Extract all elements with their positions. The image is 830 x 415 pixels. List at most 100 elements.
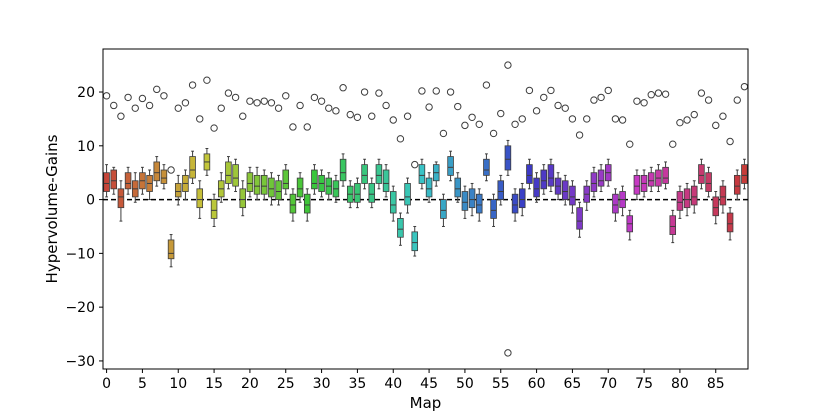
box [167,239,175,260]
outlier-point [181,99,190,107]
box [311,169,318,190]
box [260,174,268,195]
outlier-point [590,96,598,104]
box [289,193,297,214]
box-group-23 [267,99,276,206]
outlier-point [224,89,233,97]
x-tick-label: 30 [313,376,331,392]
box-group-53 [482,81,491,182]
box [440,199,447,219]
y-tick-label: 20 [77,85,95,101]
box [275,180,282,200]
outlier-point [253,99,261,107]
box-group-29 [310,93,319,195]
outlier-point [274,104,283,112]
outlier-point [368,112,376,120]
box [303,193,311,214]
outlier-point [310,93,319,102]
box-group-24 [274,104,283,206]
axes-frame [102,48,749,370]
box [268,177,275,198]
box-group-10 [174,104,182,206]
y-axis-ticks: −30 −20 −10 0 10 20 [65,85,103,370]
x-tick-label: 15 [205,376,223,392]
outlier-point [425,103,433,111]
box [189,156,196,179]
box-group-77 [654,89,663,193]
outlier-point [246,97,254,105]
box-group-1 [110,101,118,195]
box-group-87 [726,137,734,241]
outlier-point [188,81,197,89]
outlier-point [561,104,569,112]
outlier-point [489,129,498,138]
box [382,169,390,192]
box-group-78 [661,90,670,190]
outlier-point [360,88,369,96]
box-group-15 [210,124,218,227]
box [647,172,655,187]
outlier-point [411,160,419,169]
box-group-18 [231,93,240,193]
box-group-42 [403,112,412,214]
box [354,183,361,203]
box [590,172,598,192]
box-group-47 [439,129,448,227]
box-group-39 [382,101,390,198]
outlier-point [325,104,333,112]
box-group-11 [181,99,190,201]
x-tick-label: 50 [456,376,474,392]
outlier-point [131,104,139,112]
box-group-5 [138,94,147,195]
box-group-43 [411,160,419,257]
box-group-30 [317,97,326,198]
box [468,188,476,209]
y-tick-label: −10 [65,246,95,262]
box-group-16 [217,104,225,203]
x-tick-label: 70 [599,376,617,392]
outlier-point [260,97,268,105]
box-group-48 [446,88,455,182]
outlier-point [475,120,483,128]
outlier-point [726,137,734,146]
box [153,161,161,182]
outlier-point [389,116,397,124]
box-group-31 [325,104,333,201]
box-group-6 [145,101,154,201]
x-axis-ticks: 0 5 10 15 20 25 30 35 40 45 50 55 60 65 70 75 80 85 [102,369,725,392]
outlier-point [396,135,405,143]
box-group-62 [547,86,555,193]
box [612,193,619,214]
box [741,164,748,184]
x-tick-label: 55 [492,376,510,392]
outlier-point [167,166,175,174]
outlier-point [174,104,182,112]
outlier-point [583,115,591,123]
box-group-51 [468,113,476,217]
box-group-36 [360,88,369,190]
outlier-point [712,121,720,130]
box-group-57 [511,120,519,222]
box [633,174,641,195]
box-group-60 [532,107,541,203]
outlier-point [117,112,125,120]
box [475,193,483,214]
box-group-82 [690,110,698,214]
outlier-point [382,101,390,110]
box-group-65 [568,115,577,214]
outlier-point [418,87,426,95]
box [117,188,125,209]
outlier-point [217,104,225,112]
box [411,231,419,252]
box-group-41 [396,135,405,246]
box [368,183,376,203]
box-group-45 [425,103,433,203]
box-group-49 [454,102,462,203]
x-tick-label: 0 [102,376,111,392]
outlier-point [138,94,147,103]
box [726,212,734,233]
box [418,164,426,184]
outlier-point [461,121,469,130]
